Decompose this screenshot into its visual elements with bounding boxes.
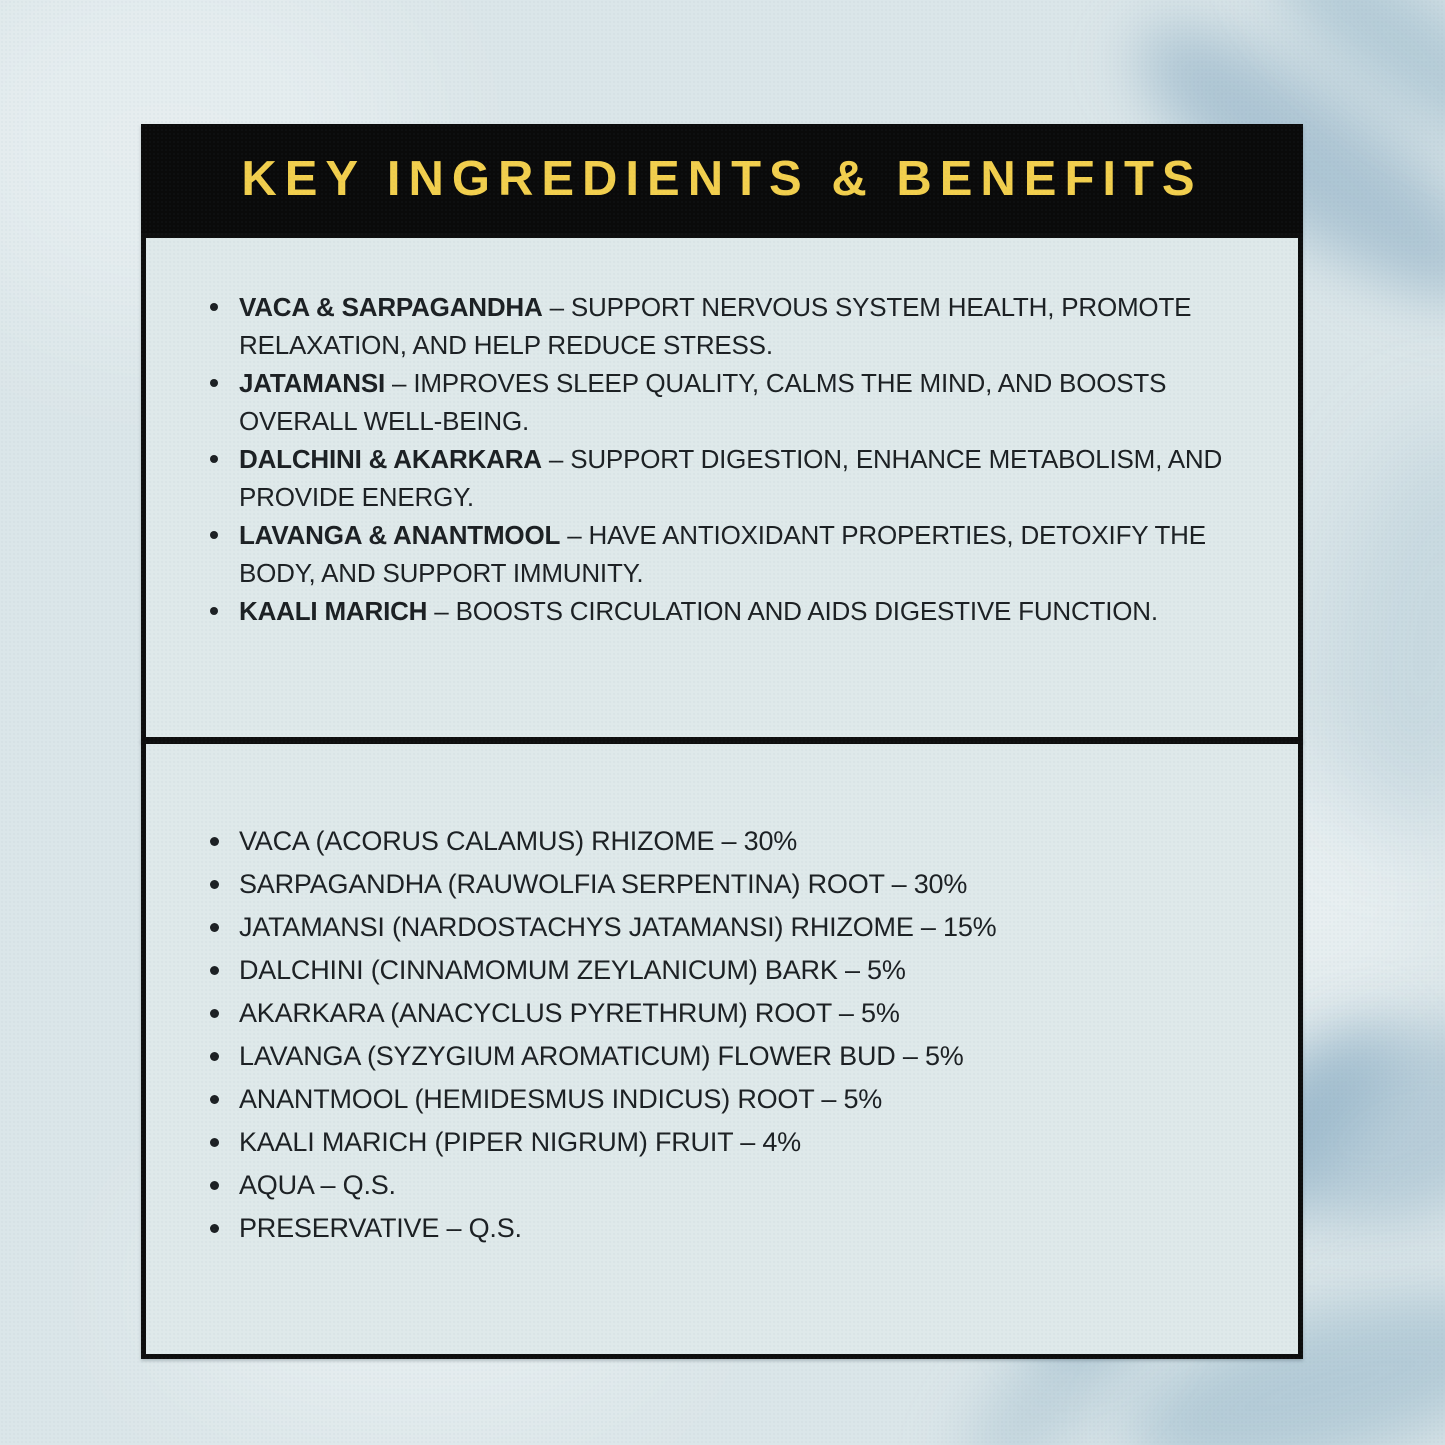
benefit-ingredient-name: JATAMANSI xyxy=(239,368,386,398)
ingredient-item: AKARKARA (ANACYCLUS PYRETHRUM) ROOT – 5% xyxy=(208,992,1264,1035)
ingredient-text: KAALI MARICH (PIPER NIGRUM) FRUIT – 4% xyxy=(239,1127,801,1157)
page-title: KEY INGREDIENTS & BENEFITS xyxy=(241,151,1203,206)
benefit-item: VACA & SARPAGANDHA – SUPPORT NERVOUS SYS… xyxy=(208,288,1264,364)
ingredients-list: VACA (ACORUS CALAMUS) RHIZOME – 30% SARP… xyxy=(208,820,1264,1250)
benefit-item: LAVANGA & ANANTMOOL – HAVE ANTIOXIDANT P… xyxy=(208,516,1264,592)
ingredient-item: PRESERVATIVE – Q.S. xyxy=(208,1207,1264,1250)
benefit-ingredient-name: KAALI MARICH xyxy=(239,596,428,626)
ingredient-text: LAVANGA (SYZYGIUM AROMATICUM) FLOWER BUD… xyxy=(239,1041,964,1071)
ingredient-item: KAALI MARICH (PIPER NIGRUM) FRUIT – 4% xyxy=(208,1121,1264,1164)
benefit-description: – HAVE ANTIOXIDANT PROPERTIES, DETOXIFY … xyxy=(239,520,1206,588)
ingredient-text: AKARKARA (ANACYCLUS PYRETHRUM) ROOT – 5% xyxy=(239,998,900,1028)
benefit-description: – SUPPORT NERVOUS SYSTEM HEALTH, PROMOTE… xyxy=(239,292,1192,360)
benefit-item: KAALI MARICH – BOOSTS CIRCULATION AND AI… xyxy=(208,592,1264,630)
ingredient-item: DALCHINI (CINNAMOMUM ZEYLANICUM) BARK – … xyxy=(208,949,1264,992)
ingredient-item: JATAMANSI (NARDOSTACHYS JATAMANSI) RHIZO… xyxy=(208,906,1264,949)
benefit-ingredient-name: LAVANGA & ANANTMOOL xyxy=(239,520,561,550)
benefit-item: DALCHINI & AKARKARA – SUPPORT DIGESTION,… xyxy=(208,440,1264,516)
ingredient-text: AQUA – Q.S. xyxy=(239,1170,396,1200)
ingredient-text: ANANTMOOL (HEMIDESMUS INDICUS) ROOT – 5% xyxy=(239,1084,883,1114)
benefit-item: JATAMANSI – IMPROVES SLEEP QUALITY, CALM… xyxy=(208,364,1264,440)
ingredient-item: ANANTMOOL (HEMIDESMUS INDICUS) ROOT – 5% xyxy=(208,1078,1264,1121)
header-bar: KEY INGREDIENTS & BENEFITS xyxy=(141,124,1303,233)
ingredient-item: LAVANGA (SYZYGIUM AROMATICUM) FLOWER BUD… xyxy=(208,1035,1264,1078)
ingredient-item: AQUA – Q.S. xyxy=(208,1164,1264,1207)
ingredient-text: PRESERVATIVE – Q.S. xyxy=(239,1213,522,1243)
benefit-description: – BOOSTS CIRCULATION AND AIDS DIGESTIVE … xyxy=(434,596,1158,626)
ingredient-item: VACA (ACORUS CALAMUS) RHIZOME – 30% xyxy=(208,820,1264,863)
ingredient-text: VACA (ACORUS CALAMUS) RHIZOME – 30% xyxy=(239,826,798,856)
benefit-description: – IMPROVES SLEEP QUALITY, CALMS THE MIND… xyxy=(239,368,1167,436)
benefits-panel: VACA & SARPAGANDHA – SUPPORT NERVOUS SYS… xyxy=(141,233,1303,742)
ingredient-text: DALCHINI (CINNAMOMUM ZEYLANICUM) BARK – … xyxy=(239,955,906,985)
ingredient-text: JATAMANSI (NARDOSTACHYS JATAMANSI) RHIZO… xyxy=(239,912,997,942)
ingredient-item: SARPAGANDHA (RAUWOLFIA SERPENTINA) ROOT … xyxy=(208,863,1264,906)
benefits-list: VACA & SARPAGANDHA – SUPPORT NERVOUS SYS… xyxy=(208,288,1264,630)
ingredient-text: SARPAGANDHA (RAUWOLFIA SERPENTINA) ROOT … xyxy=(239,869,968,899)
benefit-ingredient-name: DALCHINI & AKARKARA xyxy=(239,444,542,474)
benefit-description: – SUPPORT DIGESTION, ENHANCE METABOLISM,… xyxy=(239,444,1223,512)
info-card: KEY INGREDIENTS & BENEFITS VACA & SARPAG… xyxy=(141,124,1303,1359)
ingredients-panel: VACA (ACORUS CALAMUS) RHIZOME – 30% SARP… xyxy=(141,739,1303,1359)
benefit-ingredient-name: VACA & SARPAGANDHA xyxy=(239,292,543,322)
